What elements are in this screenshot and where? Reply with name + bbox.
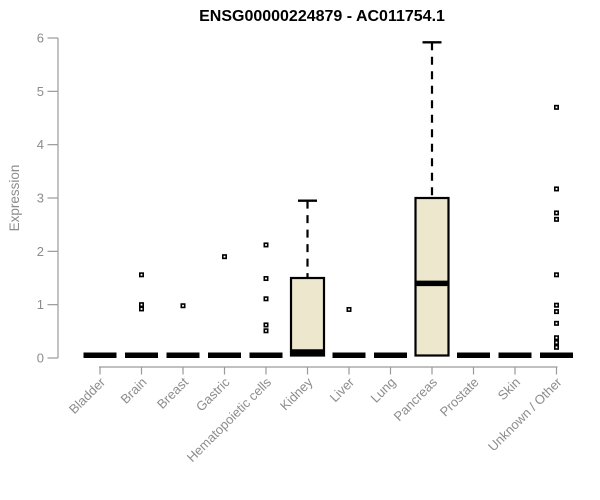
y-tick-label: 3	[37, 191, 44, 206]
outlier-point	[553, 186, 559, 192]
x-category-label: Liver	[327, 374, 358, 405]
outlier-point	[263, 242, 269, 248]
x-category-label: Unknown / Other	[485, 374, 565, 454]
x-category-label: Kidney	[277, 374, 316, 413]
y-axis-label: Expression	[7, 165, 22, 232]
x-category-label: Bladder	[66, 374, 109, 417]
zero-bar	[457, 352, 490, 358]
x-category-label: Prostate	[437, 375, 482, 420]
x-category-label: Breast	[154, 374, 191, 411]
outlier-point	[553, 216, 559, 222]
outlier-point	[346, 306, 352, 312]
y-tick-label: 1	[37, 297, 44, 312]
outlier-point	[553, 272, 559, 278]
outlier-point	[553, 302, 559, 308]
outlier-point	[139, 302, 145, 308]
outlier-point	[553, 210, 559, 216]
outlier-point	[553, 309, 559, 315]
outlier-point	[553, 104, 559, 110]
chart-title: ENSG00000224879 - AC011754.1	[199, 8, 445, 25]
y-tick-label: 2	[37, 244, 44, 259]
outlier-point	[553, 320, 559, 326]
outlier-point	[263, 296, 269, 302]
x-category-label: Lung	[368, 375, 399, 406]
zero-bar	[498, 352, 532, 358]
outlier-point	[263, 328, 269, 334]
outlier-point	[139, 272, 145, 278]
zero-bar	[125, 352, 158, 358]
y-tick-label: 6	[37, 31, 44, 46]
y-tick-label: 0	[37, 351, 44, 366]
y-axis: 0 1 2 3 4 5 6	[37, 31, 59, 366]
zero-bar	[208, 352, 241, 358]
x-category-label: Gastric	[193, 374, 233, 414]
outlier-point	[222, 254, 228, 260]
box	[289, 276, 326, 357]
y-tick-label: 5	[37, 84, 44, 99]
outlier-point	[180, 303, 186, 309]
y-tick-label: 4	[37, 137, 44, 152]
zero-bar	[249, 352, 283, 358]
x-category-label: Brain	[118, 375, 150, 407]
zero-bar	[83, 352, 117, 358]
zero-bar	[166, 352, 200, 358]
outlier-point	[553, 335, 559, 341]
zero-bar	[374, 352, 407, 358]
zero-bar	[332, 352, 366, 358]
plot-area	[83, 41, 573, 358]
x-category-label: Skin	[495, 375, 523, 403]
x-category-label: Pancreas	[391, 374, 441, 424]
box	[414, 196, 450, 357]
outlier-point	[139, 306, 145, 312]
outlier-point	[553, 340, 559, 346]
zero-bar	[540, 352, 573, 358]
outlier-point	[263, 276, 269, 282]
outlier-point	[263, 322, 269, 328]
outlier-point	[553, 344, 559, 350]
